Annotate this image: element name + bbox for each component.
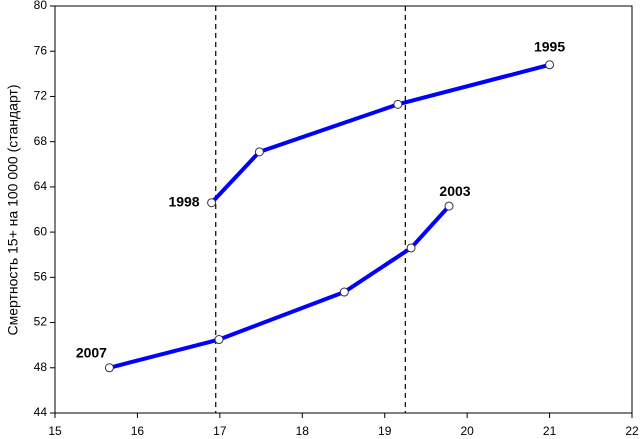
x-tick-label: 19 xyxy=(378,424,392,438)
x-tick-label: 15 xyxy=(48,424,62,438)
y-tick-label: 64 xyxy=(34,179,48,193)
x-tick-label: 18 xyxy=(296,424,310,438)
point-label: 2007 xyxy=(76,344,107,360)
x-tick-label: 22 xyxy=(625,424,639,438)
y-tick-label: 80 xyxy=(34,0,48,12)
y-tick-label: 76 xyxy=(34,43,48,57)
data-point xyxy=(406,243,416,253)
plot-frame xyxy=(54,5,633,414)
y-tick-label: 52 xyxy=(34,315,48,329)
data-point xyxy=(545,60,555,70)
data-line xyxy=(108,204,451,370)
y-tick-label: 48 xyxy=(34,360,48,374)
data-point xyxy=(393,99,403,109)
y-tick-label: 60 xyxy=(34,224,48,238)
point-label: 1995 xyxy=(534,38,565,54)
data-point xyxy=(254,147,264,157)
point-label: 1998 xyxy=(168,193,199,209)
data-line xyxy=(210,62,551,205)
y-tick-label: 56 xyxy=(34,270,48,284)
data-point xyxy=(214,335,224,345)
data-point xyxy=(104,363,114,373)
point-label: 2003 xyxy=(439,183,470,199)
y-axis-label: Смертность 15+ на 100 000 (стандарт) xyxy=(5,84,21,335)
x-tick-label: 20 xyxy=(460,424,474,438)
data-point xyxy=(444,201,454,211)
y-tick-label: 72 xyxy=(34,89,48,103)
y-tick-label: 68 xyxy=(34,134,48,148)
data-point xyxy=(207,198,217,208)
data-point xyxy=(339,287,349,297)
x-tick-label: 21 xyxy=(543,424,557,438)
x-tick-label: 16 xyxy=(131,424,145,438)
x-tick-label: 17 xyxy=(213,424,227,438)
y-tick-label: 44 xyxy=(34,405,48,419)
